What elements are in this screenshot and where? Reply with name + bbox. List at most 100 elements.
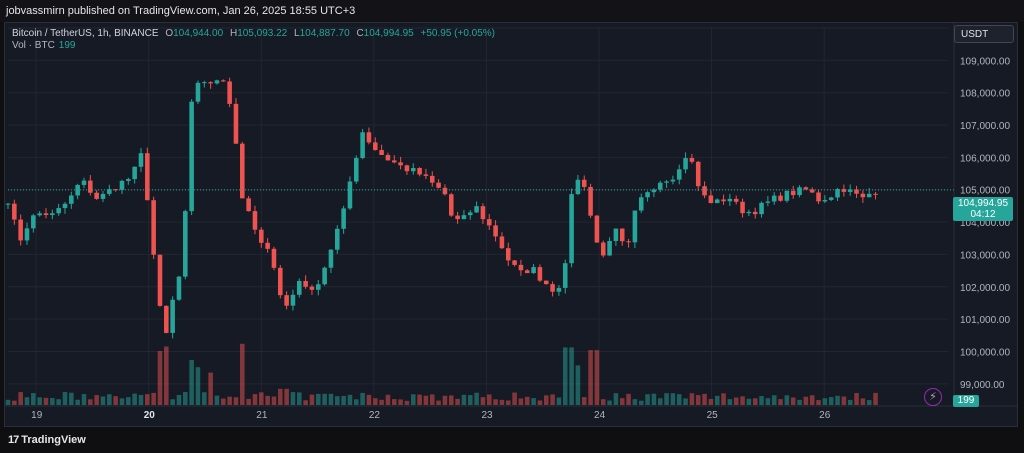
volume-bar — [347, 394, 353, 405]
volume-bar — [113, 396, 118, 405]
volume-bar — [417, 394, 422, 405]
volume-bar — [752, 398, 758, 405]
volume-badge: 199 — [953, 395, 979, 407]
close-value: 104,994.95 — [363, 28, 414, 39]
volume-bar — [88, 399, 93, 405]
candle-body — [341, 208, 346, 229]
tv-logo-icon: 17 — [8, 434, 19, 446]
volume-bar — [727, 399, 733, 405]
volume-bar — [360, 392, 365, 405]
volume-bar — [531, 398, 536, 405]
candle-body — [5, 203, 11, 205]
volume-bar — [208, 372, 213, 405]
volume-bar — [214, 395, 220, 405]
volume-bar — [708, 398, 714, 405]
x-tick-label: 20 — [144, 410, 156, 421]
volume-bar — [372, 398, 378, 405]
candle-body — [335, 228, 340, 250]
candle-body — [664, 181, 669, 183]
grid — [4, 22, 1018, 407]
candle-body — [619, 228, 625, 242]
volume-bar — [176, 394, 182, 405]
volume-bar — [436, 400, 441, 405]
candle-body — [847, 189, 853, 192]
volume-bar — [56, 399, 61, 405]
candle-body — [835, 188, 840, 198]
candle-body — [12, 203, 17, 220]
volume-bar — [151, 392, 156, 405]
symbol-name[interactable]: Bitcoin / TetherUS, 1h, BINANCE — [12, 28, 159, 39]
volume-bar — [157, 351, 163, 405]
candle-body — [278, 267, 283, 296]
volume-bar — [62, 392, 68, 405]
candle-body — [259, 229, 264, 243]
candle-body — [202, 82, 207, 84]
y-tick-label: 100,000.00 — [960, 347, 1010, 358]
y-tick-label: 104,000.00 — [960, 218, 1010, 229]
volume-bar — [651, 393, 657, 405]
candle-body — [113, 189, 118, 191]
ohlc-legend: Bitcoin / TetherUS, 1h, BINANCE O104,944… — [12, 27, 495, 40]
candle-body — [828, 197, 834, 200]
candle-body — [721, 199, 726, 202]
volume-bar — [499, 399, 505, 405]
candle-body — [455, 215, 460, 220]
candle-body — [195, 82, 201, 102]
price-chart[interactable]: 110,000.00109,000.00108,000.00107,000.00… — [4, 22, 1018, 427]
volume-bar — [493, 399, 498, 405]
volume-bar — [866, 400, 872, 405]
candle-body — [575, 179, 581, 195]
candle-body — [284, 295, 289, 306]
volume-label[interactable]: Vol · BTC — [12, 40, 55, 51]
candle-body — [176, 276, 182, 300]
candle-body — [480, 206, 486, 220]
candle-body — [866, 193, 872, 198]
candle-body — [145, 153, 150, 201]
volume-bar — [335, 396, 340, 405]
volume-bars — [5, 343, 878, 405]
candle-body — [771, 195, 777, 202]
volume-bar — [683, 398, 688, 405]
volume-bar — [309, 394, 315, 405]
volume-bar — [94, 395, 99, 405]
volume-bar — [645, 394, 650, 405]
volume-bar — [809, 395, 815, 405]
volume-bar — [297, 392, 302, 405]
volume-bar — [119, 398, 125, 405]
volume-bar — [75, 399, 80, 405]
y-tick-label: 109,000.00 — [960, 56, 1010, 67]
volume-bar — [145, 394, 150, 405]
candle-body — [303, 280, 308, 287]
candle-body — [43, 213, 49, 216]
volume-bar — [379, 399, 384, 405]
candle-body — [600, 242, 606, 256]
candle-body — [436, 182, 441, 188]
volume-bar — [404, 400, 410, 405]
candle-body — [854, 189, 859, 194]
candle-body — [88, 180, 93, 193]
lightning-icon[interactable]: ⚡ — [924, 388, 942, 406]
x-tick-label: 21 — [256, 410, 268, 421]
candle-body — [556, 287, 562, 292]
brand-name: TradingView — [21, 434, 86, 446]
volume-bar — [771, 395, 777, 405]
volume-bar — [100, 396, 106, 405]
candle-body — [689, 158, 695, 162]
candle-body — [227, 81, 232, 104]
candle-body — [221, 80, 226, 82]
chart-panel[interactable] — [4, 22, 1018, 427]
candle-body — [752, 211, 758, 215]
x-tick-label: 23 — [481, 410, 493, 421]
volume-bar — [12, 400, 17, 405]
currency-button[interactable]: USDT — [954, 25, 1014, 43]
candle-body — [233, 103, 239, 144]
candle-body — [505, 248, 511, 261]
candle-body — [626, 241, 631, 243]
candle-body — [119, 180, 125, 190]
candle-body — [803, 187, 809, 190]
x-tick-label: 25 — [707, 410, 719, 421]
tradingview-logo[interactable]: 17 TradingView — [8, 434, 86, 446]
open-value: 104,944.00 — [173, 28, 224, 39]
volume-bar — [556, 397, 562, 405]
candle-body — [417, 167, 422, 175]
